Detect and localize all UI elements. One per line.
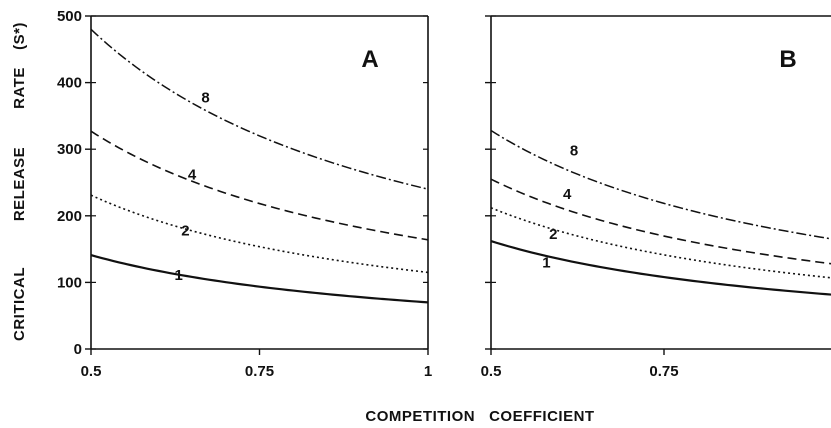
curve-label-4: 4 [563, 186, 572, 203]
x-axis-title: COMPETITION COEFFICIENT [365, 408, 594, 425]
x-tick-label: 0.5 [481, 363, 502, 380]
x-tick-label: 1 [424, 363, 432, 380]
y-tick-label: 0 [74, 341, 82, 358]
curve-label-1: 1 [174, 267, 182, 284]
x-tick-label: 0.75 [245, 363, 274, 380]
panel-a: 0 100 200 300 400 500 0.5 0.75 1 8 4 2 1 A [57, 8, 432, 380]
series-line-8 [91, 28, 428, 190]
series-line-1 [91, 254, 428, 304]
curve-label-2: 2 [181, 222, 189, 239]
curve-label-8: 8 [201, 89, 209, 106]
x-tick-label: 0.75 [649, 363, 678, 380]
y-tick-label: 200 [57, 208, 82, 225]
y-axis-title-word: RATE [11, 67, 28, 109]
x-tick-label: 0.5 [81, 363, 102, 380]
y-tick-label: 500 [57, 8, 82, 25]
series-line-4 [91, 130, 428, 241]
panel-label: A [361, 46, 378, 73]
y-axis-title: CRITICAL RELEASE RATE (S*) [11, 22, 28, 341]
series-line-1 [491, 240, 831, 296]
curve-label-1: 1 [542, 254, 550, 271]
series-line-4 [491, 178, 831, 265]
series-line-8 [491, 129, 831, 240]
panel-b: 0.5 0.75 8 4 2 1 B [481, 15, 831, 380]
y-tick-label: 300 [57, 141, 82, 158]
series-line-2 [91, 194, 428, 274]
y-tick-label: 100 [57, 274, 82, 291]
series-line-2 [491, 207, 831, 279]
curve-label-2: 2 [549, 226, 557, 243]
curve-label-4: 4 [188, 167, 197, 184]
y-axis-title-word: RELEASE [11, 147, 28, 221]
y-axis-title-word: CRITICAL [11, 267, 28, 341]
curve-label-8: 8 [570, 143, 578, 160]
y-tick-label: 400 [57, 75, 82, 92]
y-axis-title-word: (S*) [11, 22, 28, 50]
panel-label: B [779, 46, 796, 73]
